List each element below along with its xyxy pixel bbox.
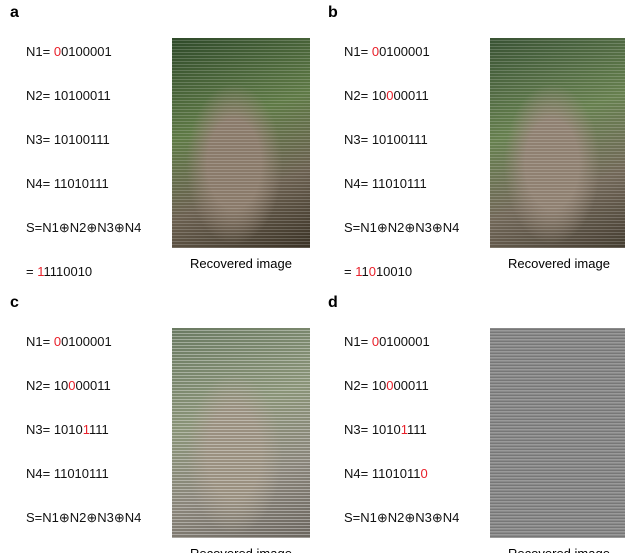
image-caption: Recovered image [490,546,625,553]
text-segment: = [26,264,37,279]
equation-line: S=N1⊕N2⊕N3⊕N4 [344,220,459,236]
recovered-image [172,328,310,538]
highlighted-bit: 0 [54,334,61,349]
recovered-image [490,38,625,248]
text-segment: N3= 1010 [26,422,83,437]
panel-label: d [328,294,338,312]
text-segment: 00011 [394,88,429,103]
text-segment: 111 [89,422,109,437]
image-caption: Recovered image [490,256,625,271]
text-segment: N1= [344,334,372,349]
equation-line: N3= 10101111 [26,422,109,437]
equation-line: N3= 10101111 [344,422,427,437]
text-segment: N1= [344,44,372,59]
text-segment: S=N1⊕N2⊕N3⊕N4 [26,220,141,235]
text-segment: N3= 10100111 [344,132,428,147]
panel-label: a [10,4,19,22]
equation-line: S=N1⊕N2⊕N3⊕N4 [344,510,459,526]
text-segment: N1= [26,334,54,349]
text-segment: N3= 1010 [344,422,401,437]
text-segment: 10010 [376,264,412,279]
text-segment: 0100001 [61,44,112,59]
equation-line: N3= 10100111 [344,132,428,147]
text-segment: N1= [26,44,54,59]
text-segment: S=N1⊕N2⊕N3⊕N4 [26,510,141,525]
text-segment: N4= 11010111 [26,176,109,191]
image-caption: Recovered image [172,546,310,553]
text-segment: N4= 1101011 [344,466,421,481]
figure: aN1= 00100001N2= 10100011N3= 10100111N4=… [0,0,625,553]
highlighted-bit: 0 [369,264,376,279]
text-segment: S=N1⊕N2⊕N3⊕N4 [344,220,459,235]
panel-label: c [10,294,19,312]
equation-line: N2= 10000011 [26,378,111,393]
equation-line: = 11110010 [26,264,92,279]
equation-line: N2= 10000011 [344,88,429,103]
highlighted-bit: 0 [372,44,379,59]
recovered-image [490,328,625,538]
equation-line: N1= 00100001 [26,334,112,349]
recovered-image [172,38,310,248]
highlighted-bit: 0 [54,44,61,59]
highlighted-bit: 0 [68,378,75,393]
equation-line: N4= 11010110 [344,466,428,481]
equation-line: N4= 11010111 [26,176,109,191]
text-segment: 0100001 [379,44,430,59]
equation-line: N1= 00100001 [344,334,430,349]
text-segment: 0100001 [379,334,430,349]
text-segment: = [344,264,355,279]
highlighted-bit: 0 [421,466,428,481]
text-segment: N4= 11010111 [344,176,427,191]
equation-line: = 11010010 [344,264,412,279]
text-segment: N2= 10 [26,378,68,393]
equation-line: N2= 10000011 [344,378,429,393]
panel: a N1= 00100001 N2= 10100011 N3= 10100111 N4=… [0,0,312,276]
panel-label: b [328,4,338,22]
text-segment: 1110010 [43,264,92,279]
text-segment: N2= 10 [344,378,386,393]
text-segment: 1 [361,264,368,279]
text-segment: 00011 [76,378,111,393]
text-segment: 111 [407,422,427,437]
text-segment: N4= 11010111 [26,466,109,481]
image-caption: Recovered image [172,256,310,271]
text-segment: N2= 10100011 [26,88,111,103]
equation-line: N3= 10100111 [26,132,110,147]
equation-line: S=N1⊕N2⊕N3⊕N4 [26,510,141,526]
equation-line: N1= 00100001 [344,44,430,59]
text-segment: 00011 [394,378,429,393]
text-segment: 0100001 [61,334,112,349]
text-segment: S=N1⊕N2⊕N3⊕N4 [344,510,459,525]
highlighted-bit: 0 [372,334,379,349]
equation-line: N4= 11010111 [344,176,427,191]
highlighted-bit: 0 [386,378,393,393]
equation-line: N4= 11010111 [26,466,109,481]
highlighted-bit: 0 [386,88,393,103]
text-segment: N2= 10 [344,88,386,103]
text-segment: N3= 10100111 [26,132,110,147]
equation-line: S=N1⊕N2⊕N3⊕N4 [26,220,141,236]
equation-line: N1= 00100001 [26,44,112,59]
equation-line: N2= 10100011 [26,88,111,103]
